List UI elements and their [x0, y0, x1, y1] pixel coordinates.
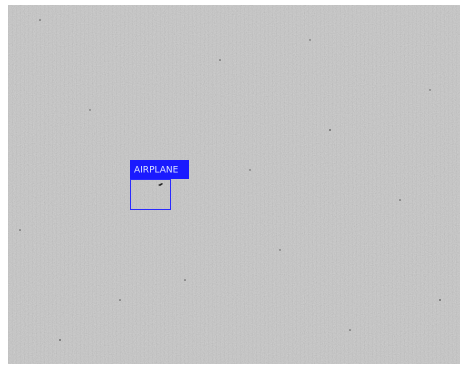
- image-grain: [8, 5, 460, 364]
- scene: AIRPLANE: [0, 0, 469, 364]
- detection-label: AIRPLANE: [134, 166, 179, 176]
